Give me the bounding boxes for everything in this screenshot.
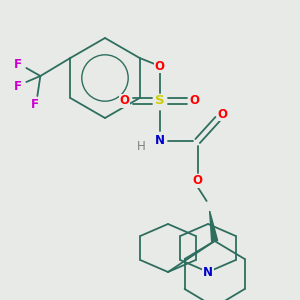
Text: O: O: [190, 94, 200, 107]
Text: O: O: [120, 94, 130, 107]
Text: O: O: [193, 175, 202, 188]
Text: O: O: [218, 107, 228, 121]
Text: F: F: [14, 80, 22, 92]
Polygon shape: [210, 211, 218, 242]
Text: H: H: [137, 140, 146, 152]
Text: N: N: [154, 134, 165, 148]
Text: N: N: [203, 266, 213, 278]
Text: S: S: [155, 94, 164, 107]
Text: F: F: [14, 58, 22, 70]
Text: F: F: [32, 98, 39, 110]
Text: O: O: [154, 59, 165, 73]
